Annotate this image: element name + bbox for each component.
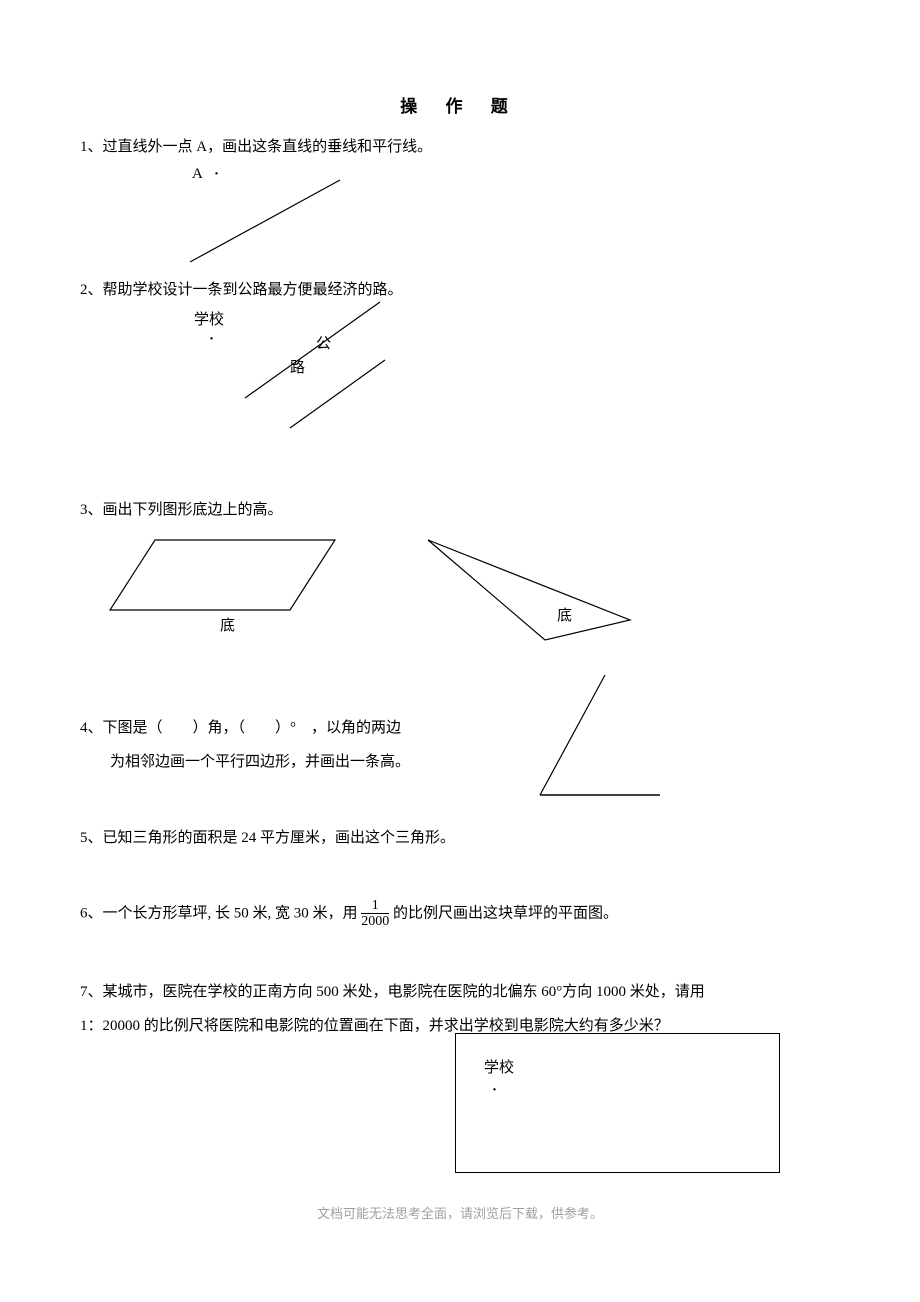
problem-7-line1: 7、某城市，医院在学校的正南方向 500 米处，电影院在医院的北偏东 60°方向… — [80, 980, 840, 1004]
p6-frac-den: 2000 — [361, 913, 389, 929]
p7-school-dot: · — [492, 1082, 497, 1099]
p6-frac-num: 1 — [361, 898, 389, 913]
p6-fraction: 1 2000 — [361, 898, 389, 930]
p4-angle-side-1 — [540, 675, 605, 795]
p4-angle-svg — [0, 0, 920, 820]
p6-suffix: 的比例尺画出这块草坪的平面图。 — [393, 905, 618, 921]
problem-5-text: 5、已知三角形的面积是 24 平方厘米，画出这个三角形。 — [80, 826, 455, 850]
p7-box: 学校 · — [455, 1033, 780, 1173]
p6-prefix: 6、一个长方形草坪, 长 50 米, 宽 30 米，用 — [80, 905, 358, 921]
problem-6-text: 6、一个长方形草坪, 长 50 米, 宽 30 米，用 1 2000 的比例尺画… — [80, 898, 618, 930]
page-footer: 文档可能无法思考全面，请浏览后下载，供参考。 — [0, 1203, 920, 1222]
p7-school-label: 学校 — [484, 1056, 514, 1077]
